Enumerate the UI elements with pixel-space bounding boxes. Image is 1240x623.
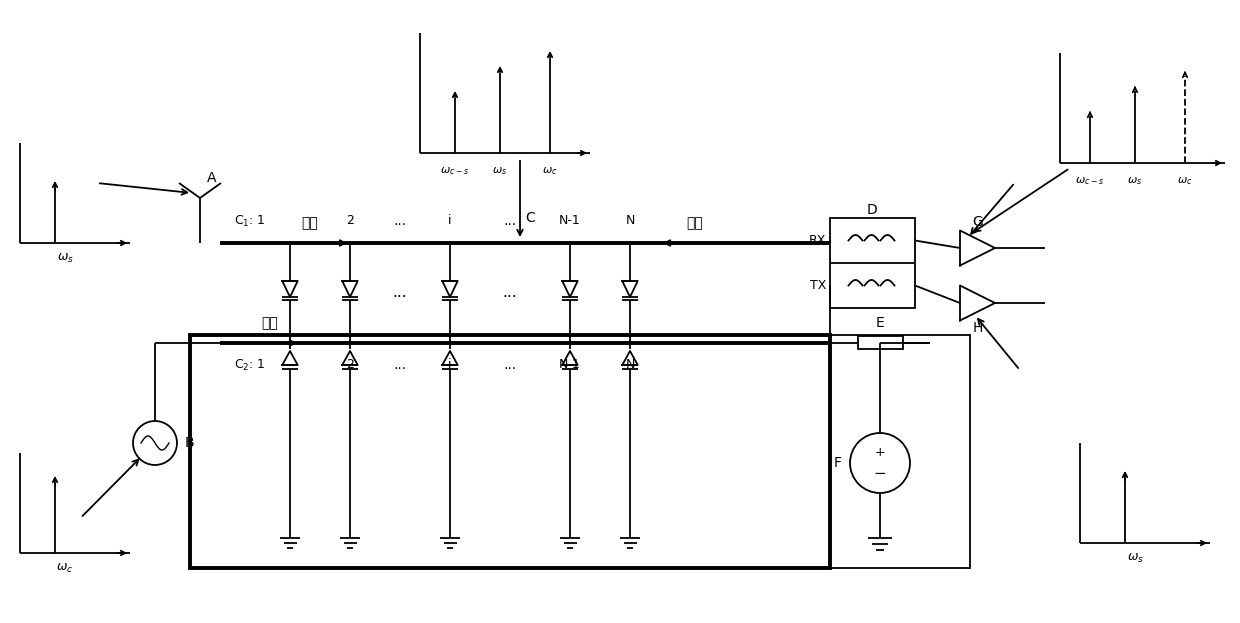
Text: B: B <box>185 436 195 450</box>
Text: $\omega_s$: $\omega_s$ <box>1127 175 1142 187</box>
Text: $\omega_s$: $\omega_s$ <box>492 165 507 177</box>
Text: ...: ... <box>503 214 517 228</box>
Text: 发射: 发射 <box>687 216 703 230</box>
Bar <box>190 335 830 568</box>
Text: $\omega_{c-s}$: $\omega_{c-s}$ <box>1075 175 1105 187</box>
Text: $\omega_s$: $\omega_s$ <box>1127 551 1143 564</box>
Text: D: D <box>867 203 878 217</box>
Bar <box>830 335 970 568</box>
Text: C$_1$: 1: C$_1$: 1 <box>234 214 265 229</box>
Text: RX: RX <box>808 234 826 247</box>
Text: −: − <box>874 465 887 480</box>
Text: N-1: N-1 <box>559 214 580 227</box>
Text: A: A <box>207 171 217 185</box>
Text: ...: ... <box>393 285 407 300</box>
Text: 2: 2 <box>346 214 353 227</box>
Text: N: N <box>625 358 635 371</box>
Text: F: F <box>835 456 842 470</box>
Text: i: i <box>448 214 451 227</box>
Text: 接收: 接收 <box>301 216 319 230</box>
Text: +: + <box>874 447 885 460</box>
Text: H: H <box>972 321 982 336</box>
Text: N: N <box>625 214 635 227</box>
Text: C: C <box>525 211 534 225</box>
Text: ...: ... <box>393 214 407 228</box>
Bar <box>830 218 915 308</box>
Bar <box>858 336 903 350</box>
Text: $\omega_c$: $\omega_c$ <box>1177 175 1193 187</box>
Text: $\omega_c$: $\omega_c$ <box>57 561 73 574</box>
Text: $\omega_s$: $\omega_s$ <box>57 252 73 265</box>
Text: ...: ... <box>502 285 517 300</box>
Text: $\omega_{c-s}$: $\omega_{c-s}$ <box>440 165 470 177</box>
Text: 2: 2 <box>346 358 353 371</box>
Text: 载波: 载波 <box>262 316 278 330</box>
Text: N-1: N-1 <box>559 358 580 371</box>
Text: C$_2$: 1: C$_2$: 1 <box>234 358 265 373</box>
Text: G: G <box>972 216 983 229</box>
Text: E: E <box>875 316 884 330</box>
Text: TX: TX <box>810 279 826 292</box>
Text: $\omega_c$: $\omega_c$ <box>542 165 558 177</box>
Text: ...: ... <box>393 358 407 372</box>
Text: ...: ... <box>503 358 517 372</box>
Text: i: i <box>448 358 451 371</box>
